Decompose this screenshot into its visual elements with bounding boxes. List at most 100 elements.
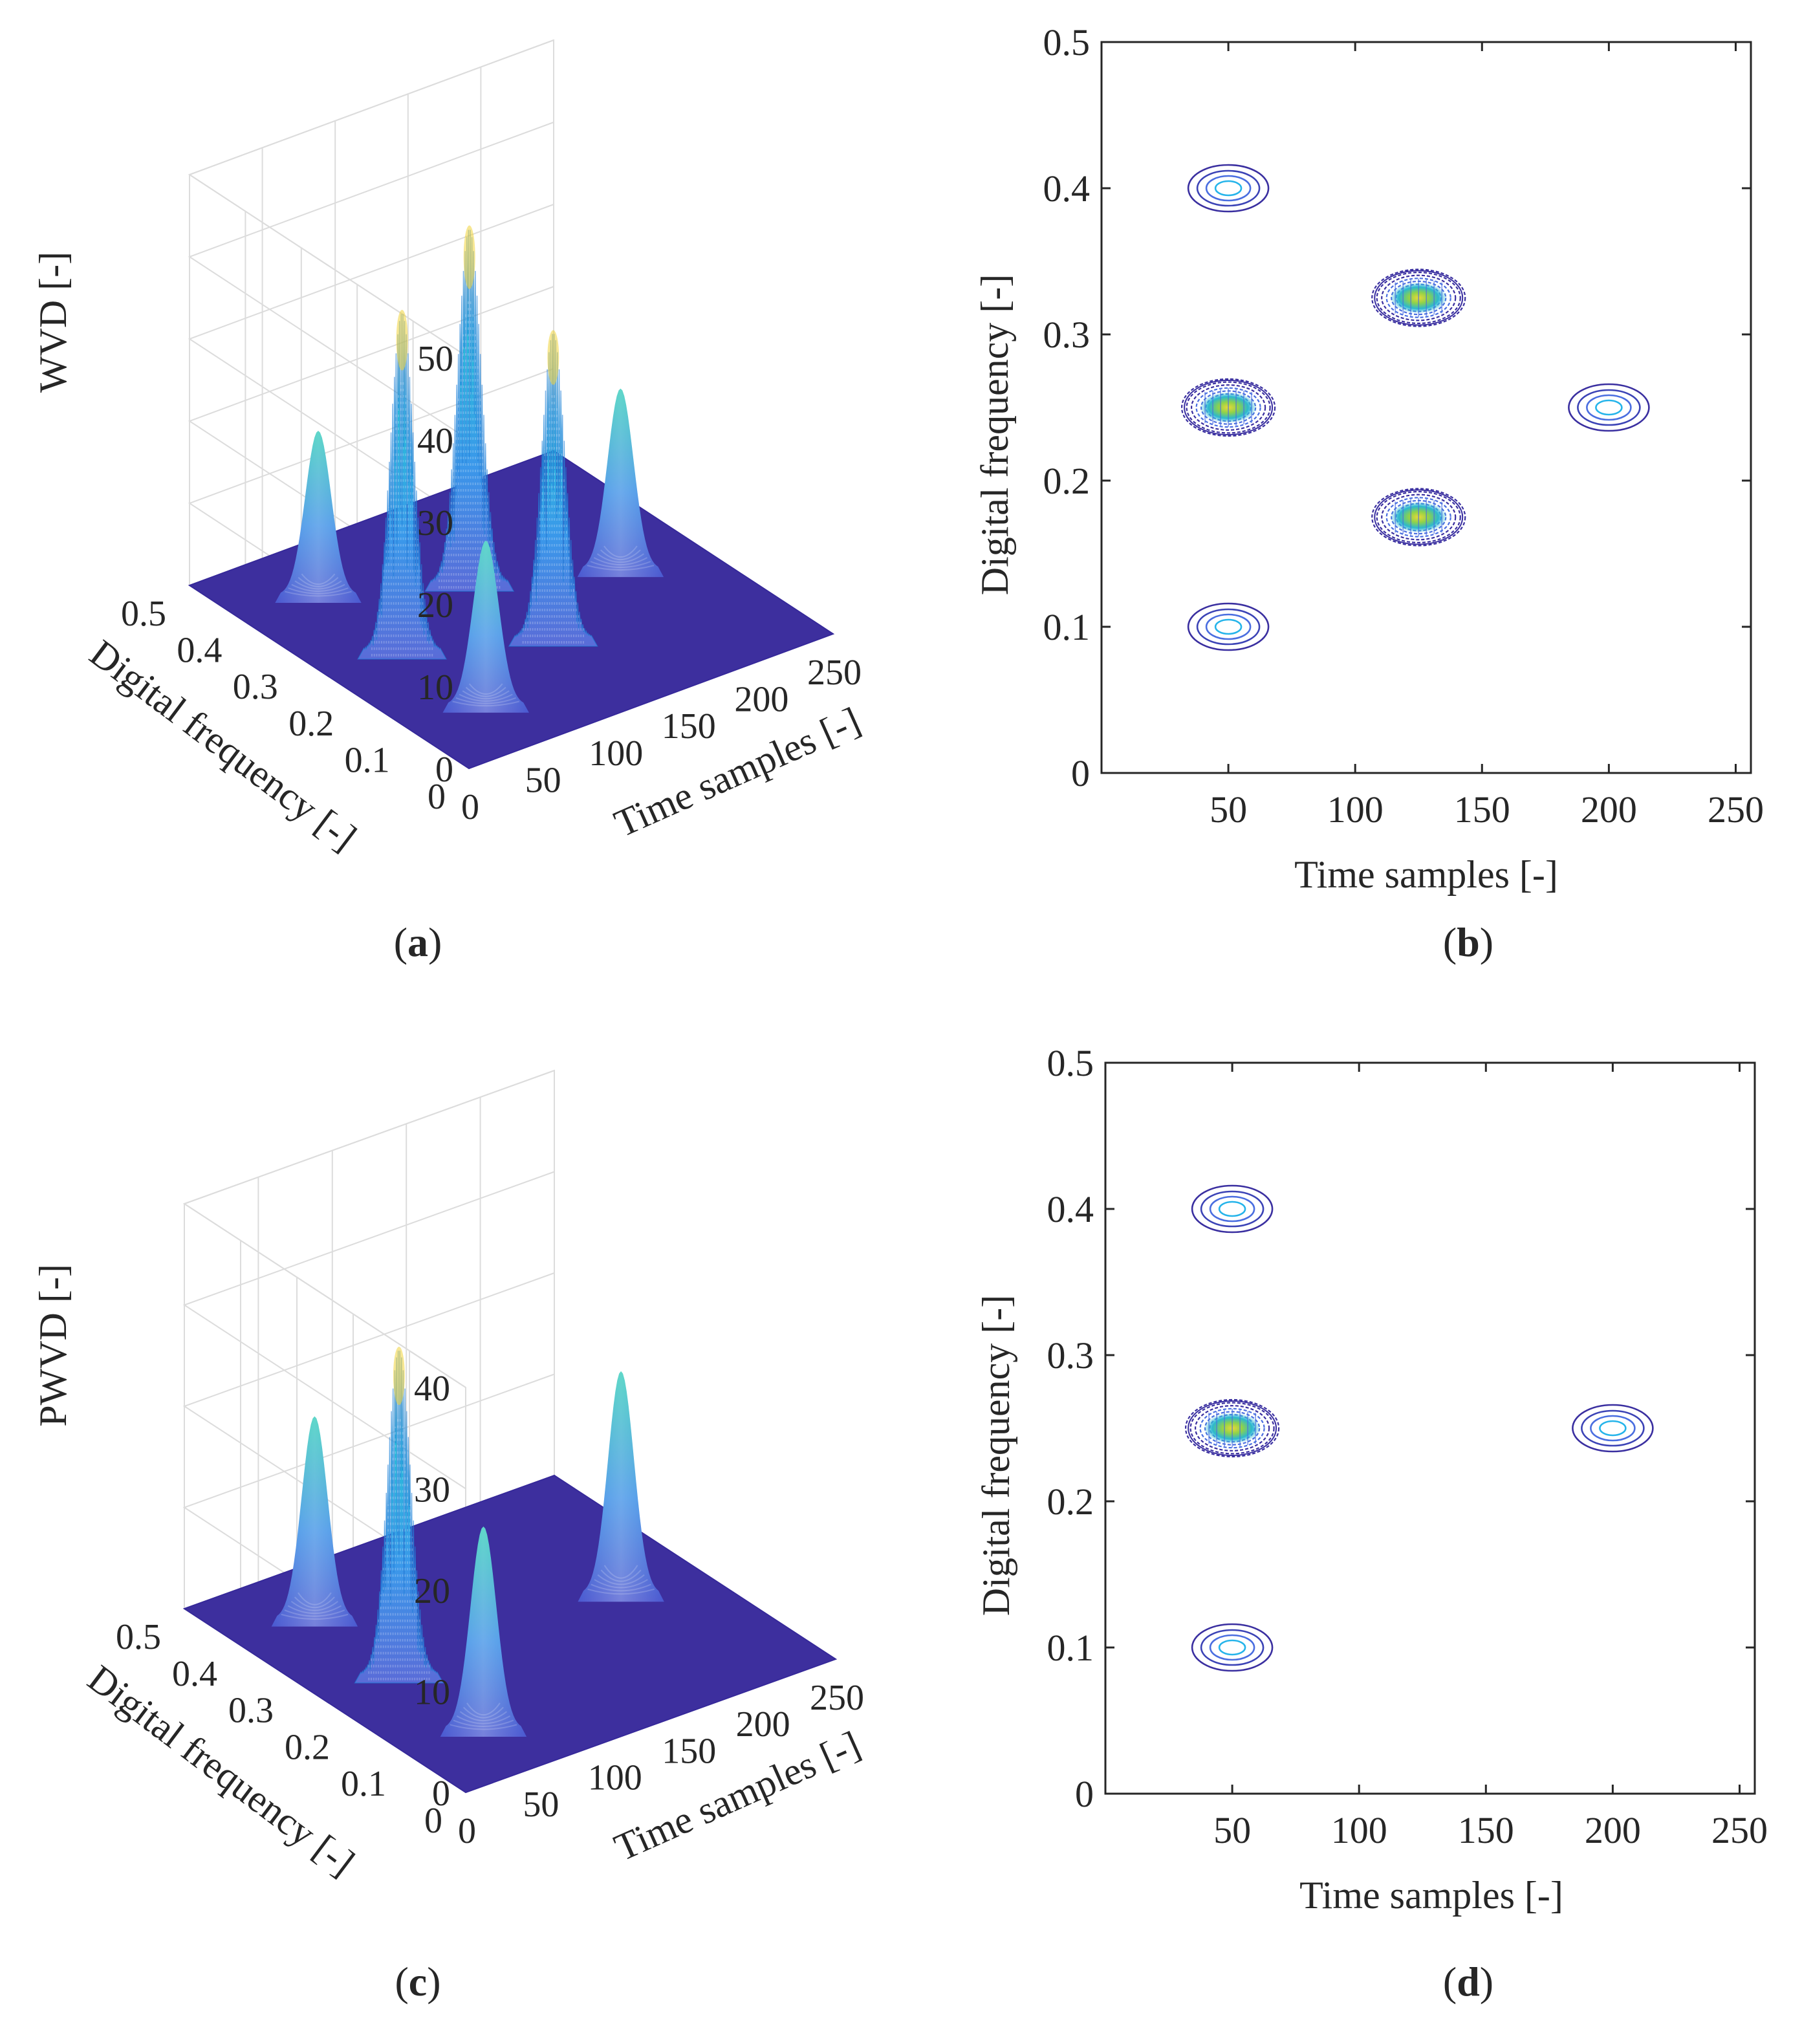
- x-tick-label: 200: [1585, 1809, 1641, 1851]
- contour-blob: [1187, 602, 1270, 651]
- x-tick-label: 50: [523, 1785, 559, 1825]
- y-tick-label: 0.3: [1047, 1334, 1094, 1376]
- y-tick-label: 0.1: [341, 1764, 386, 1804]
- contour-blob: [1568, 383, 1650, 432]
- panel-d-ticks: 50 100 150 200 250 0 0.1 0.2 0.3 0.4 0.5: [1047, 1042, 1768, 1851]
- panel-d-caption: (d): [1443, 1959, 1493, 2005]
- panel-c-zlabel: PWVD [-]: [32, 1264, 74, 1427]
- x-tick-label: 100: [1327, 788, 1384, 831]
- z-tick-label: 0: [432, 1774, 450, 1814]
- panel-b-wvd-contour: 50 100 150 200 250 0 0.1 0.2 0.3 0.4 0.5 Digital f…: [973, 21, 1764, 965]
- y-tick-label: 0.5: [121, 594, 166, 634]
- x-tick-label: 250: [1708, 788, 1764, 831]
- surface-peak: [578, 1371, 664, 1602]
- panel-d-pwvd-contour: 50 100 150 200 250 0 0.1 0.2 0.3 0.4 0.5 Digital f…: [975, 1042, 1768, 2005]
- y-tick-label: 0.2: [1047, 1481, 1094, 1523]
- z-tick-label: 50: [417, 339, 453, 379]
- panel-c-peaks: [271, 1346, 664, 1737]
- z-tick-label: 10: [417, 668, 453, 708]
- panel-c-pwvd-surface: 0 10 20 30 40 0 0.1 0.2 0.3 0.4 0.5 0 50 100 150 200 250…: [32, 1069, 867, 2005]
- panel-d-ylabel: Digital frequency [-]: [975, 1295, 1017, 1616]
- panel-a-wvd-surface: 0 10 20 30 40 50 0 0.1 0.20.3 0.4 0.5 0 50 100 150 200 2…: [32, 39, 867, 965]
- y-tick-label: 0.4: [172, 1654, 217, 1694]
- panel-d-contours: [1184, 1184, 1654, 1672]
- panel-c-floor: [182, 1474, 838, 1794]
- y-tick-label: 0.4: [1047, 1188, 1094, 1230]
- z-tick-label: 20: [417, 585, 453, 625]
- x-tick-label: 0: [461, 787, 479, 827]
- x-tick-label: 150: [662, 1731, 716, 1771]
- y-tick-label: 0: [424, 1801, 442, 1841]
- x-tick-label: 150: [1454, 788, 1510, 831]
- x-tick-label: 200: [1581, 788, 1637, 831]
- surface-peak: [440, 1527, 527, 1737]
- contour-blob: [1184, 1398, 1280, 1458]
- panel-b-xlabel: Time samples [-]: [1294, 853, 1558, 896]
- z-gridline: [188, 122, 554, 440]
- y-tick-label: 0.1: [1047, 1627, 1094, 1669]
- y-tick-label: 0: [1071, 752, 1090, 794]
- x-tick-label: 100: [588, 1758, 642, 1798]
- surface-peak: [442, 540, 529, 713]
- panel-a-xlabel: Time samples [-]: [608, 699, 866, 845]
- contour-blob: [1180, 378, 1276, 437]
- x-tick-label: 50: [525, 760, 561, 800]
- z-gridline: [188, 39, 554, 358]
- x-tick-label: 150: [1458, 1809, 1514, 1851]
- y-tick-label: 0: [1075, 1773, 1094, 1815]
- y-tick-label: 0: [428, 777, 446, 817]
- panel-a-caption: (a): [394, 919, 442, 965]
- y-tick-label: 0.3: [233, 667, 278, 707]
- y-tick-label: 0.5: [1043, 21, 1091, 63]
- surface-peak: [271, 1416, 358, 1627]
- x-tick-label: 200: [736, 1704, 790, 1745]
- y-tick-label: 0.5: [116, 1617, 161, 1657]
- z-tick-label: 20: [414, 1571, 450, 1611]
- panel-a-floor: [188, 450, 835, 770]
- panel-b-ylabel: Digital frequency [-]: [973, 274, 1016, 595]
- contour-blob: [1191, 1623, 1274, 1672]
- panel-b-contours: [1180, 164, 1650, 651]
- contour-blob: [1371, 268, 1466, 327]
- x-tick-label: 200: [734, 680, 788, 720]
- surface-peak: [275, 431, 362, 603]
- y-tick-label: 0.2: [285, 1727, 330, 1767]
- contour-blob: [1187, 164, 1270, 213]
- panel-a-ticks: 0 10 20 30 40 50 0 0.1 0.20.3 0.4 0.5 0 50 100 150 200 2…: [121, 339, 862, 827]
- y-tick-label: 0.3: [228, 1691, 274, 1731]
- x-tick-label: 100: [589, 734, 643, 774]
- x-tick-label: 50: [1210, 788, 1247, 831]
- panel-d-xlabel: Time samples [-]: [1299, 1874, 1563, 1917]
- x-tick-label: 150: [662, 706, 716, 746]
- x-tick-label: 250: [1711, 1809, 1768, 1851]
- z-tick-label: 40: [414, 1369, 450, 1409]
- x-tick-label: 250: [807, 653, 862, 693]
- surface-peak: [354, 1346, 444, 1684]
- y-tick-label: 0.1: [1043, 606, 1091, 648]
- z-tick-label: 10: [414, 1673, 450, 1713]
- y-tick-label: 0.1: [345, 740, 390, 780]
- y-tick-label: 0.4: [177, 631, 222, 671]
- x-tick-label: 100: [1331, 1809, 1387, 1851]
- contour-blob: [1572, 1404, 1654, 1453]
- x-tick-label: 50: [1213, 1809, 1251, 1851]
- surface-peak: [577, 388, 664, 578]
- surface-peak: [357, 309, 448, 660]
- contour-blob: [1371, 488, 1466, 547]
- panel-c-ticks: 0 10 20 30 40 0 0.1 0.2 0.3 0.4 0.5 0 50 100 150 200 250: [116, 1369, 864, 1851]
- panel-c-xlabel: Time samples [-]: [608, 1723, 866, 1869]
- y-tick-label: 0.3: [1043, 314, 1091, 356]
- x-tick-label: 0: [458, 1811, 476, 1851]
- y-tick-label: 0.4: [1043, 168, 1091, 210]
- x-tick-label: 250: [810, 1678, 864, 1718]
- panel-b-ticks: 50 100 150 200 250 0 0.1 0.2 0.3 0.4 0.5: [1043, 21, 1764, 831]
- panel-c-caption: (c): [395, 1959, 440, 2005]
- y-tick-label: 0.2: [1043, 460, 1091, 502]
- z-tick-label: 30: [417, 503, 453, 543]
- y-tick-label: 0.2: [288, 704, 334, 744]
- panel-a-zlabel: WVD [-]: [32, 252, 74, 393]
- panel-a-peaks: [275, 225, 664, 713]
- z-tick-label: 0: [435, 750, 453, 790]
- y-tick-label: 0.5: [1047, 1042, 1094, 1084]
